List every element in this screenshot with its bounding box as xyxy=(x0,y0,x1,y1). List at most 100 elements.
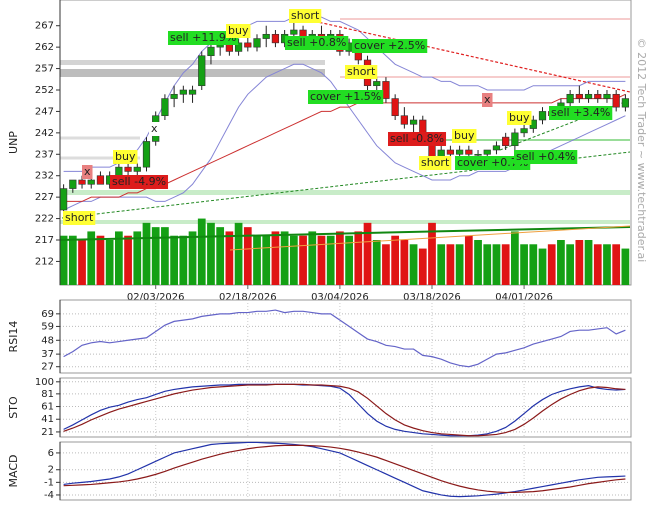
y-tick-label: 232 xyxy=(35,171,54,182)
y-tick-label: 69 xyxy=(41,309,54,320)
volume-bar xyxy=(59,235,68,285)
volume-bar xyxy=(483,244,492,285)
volume-bar xyxy=(197,218,206,285)
candle-body xyxy=(382,81,390,99)
candle-body xyxy=(511,132,519,147)
annotation-label: sell -0.8% xyxy=(390,132,444,145)
indicator-line xyxy=(63,383,626,437)
annotation-box xyxy=(113,150,138,164)
candle-body xyxy=(409,119,418,125)
volume-bar xyxy=(372,240,381,285)
panel-frame xyxy=(59,299,632,374)
trend-line xyxy=(59,226,631,241)
annotation-box xyxy=(549,106,613,120)
y-axis-label: RSI14 xyxy=(7,321,20,353)
annotation-label: short xyxy=(421,156,450,169)
y-tick-label: -4 xyxy=(44,490,54,501)
y-tick-label: 222 xyxy=(35,214,54,225)
volume-bar xyxy=(621,248,630,285)
volume-bar xyxy=(501,244,510,285)
y-tick-label: 212 xyxy=(35,256,54,267)
y-axis-label: STO xyxy=(7,396,20,419)
watermark: © 2012 Tech Trader ~ www.techtrader.ai xyxy=(635,38,648,263)
volume-bar xyxy=(188,231,197,285)
volume-bar xyxy=(243,227,252,285)
candle-body xyxy=(198,55,206,87)
annotation-label: x xyxy=(84,165,91,178)
volume-bar xyxy=(216,227,225,285)
candle-body xyxy=(69,179,77,189)
candle-body xyxy=(188,89,197,95)
candle-body xyxy=(59,188,68,211)
y-tick-label: 37 xyxy=(41,349,54,360)
volume-bar xyxy=(161,227,169,285)
annotation-label: x xyxy=(151,122,158,135)
volume-bar xyxy=(584,240,593,285)
volume-bar xyxy=(345,235,353,285)
volume-bar xyxy=(575,240,584,285)
annotation-box xyxy=(419,156,452,170)
volume-bar xyxy=(428,222,436,285)
volume-bar xyxy=(354,231,363,285)
volume-bar xyxy=(96,235,105,285)
volume-bar xyxy=(529,244,538,285)
volume-bar xyxy=(234,222,243,285)
candle-body xyxy=(566,93,574,104)
annotation-label: buy xyxy=(228,24,249,37)
candle-body xyxy=(253,38,261,48)
y-tick-label: 262 xyxy=(35,42,54,53)
y-tick-label: 61 xyxy=(41,402,54,413)
volume-bar xyxy=(78,240,86,285)
volume-bar xyxy=(114,231,123,285)
panel-frame xyxy=(59,441,632,501)
x-tick-label: 03/04/2026 xyxy=(311,292,369,303)
level-band xyxy=(60,190,630,195)
annotation-label: sell +0.8% xyxy=(287,36,346,49)
candle-body xyxy=(87,179,95,185)
annotation-box xyxy=(285,36,349,50)
indicator-line xyxy=(63,383,626,437)
y-tick-label: 41 xyxy=(41,414,54,425)
y-tick-label: 48 xyxy=(41,335,54,346)
candle-body xyxy=(465,149,473,155)
annotation-box xyxy=(345,65,378,79)
candle-body xyxy=(207,46,215,57)
candle-body xyxy=(492,145,501,151)
volume-bar xyxy=(593,244,602,285)
trend-line xyxy=(229,225,631,251)
y-tick-label: 59 xyxy=(41,321,54,332)
annotation-box xyxy=(308,90,384,104)
volume-bar xyxy=(271,231,280,285)
volume-bar xyxy=(225,231,234,285)
volume-bar xyxy=(455,244,464,285)
annotation-label: cover +0.7% xyxy=(457,156,528,169)
volume-bar xyxy=(400,240,409,285)
annotation-label: buy xyxy=(454,129,475,142)
candle-body xyxy=(621,98,630,108)
y-tick-label: 217 xyxy=(35,235,54,246)
y-tick-label: -1 xyxy=(44,477,54,488)
candle-body xyxy=(446,149,455,155)
y-tick-label: 100 xyxy=(35,377,54,388)
candle-body xyxy=(373,81,381,87)
x-tick-label: 02/18/2026 xyxy=(219,292,277,303)
y-tick-label: 247 xyxy=(35,106,54,117)
volume-bar xyxy=(446,244,455,285)
candle-body xyxy=(124,166,132,172)
annotation-label: sell +0.4% xyxy=(516,150,575,163)
volume-bar xyxy=(253,235,261,285)
indicator-line xyxy=(63,309,626,368)
y-axis-label: UNP xyxy=(7,131,20,154)
volume-bar xyxy=(87,231,96,285)
volume-bar xyxy=(105,240,114,285)
candle-body xyxy=(612,93,620,108)
y-tick-label: 6 xyxy=(48,448,54,459)
volume-bar xyxy=(336,231,344,285)
volume-bar xyxy=(547,244,556,285)
level-band xyxy=(60,220,630,224)
candle-body xyxy=(262,33,270,39)
candle-body xyxy=(179,89,187,95)
annotation-label: short xyxy=(291,9,320,22)
volume-bar xyxy=(326,235,335,285)
